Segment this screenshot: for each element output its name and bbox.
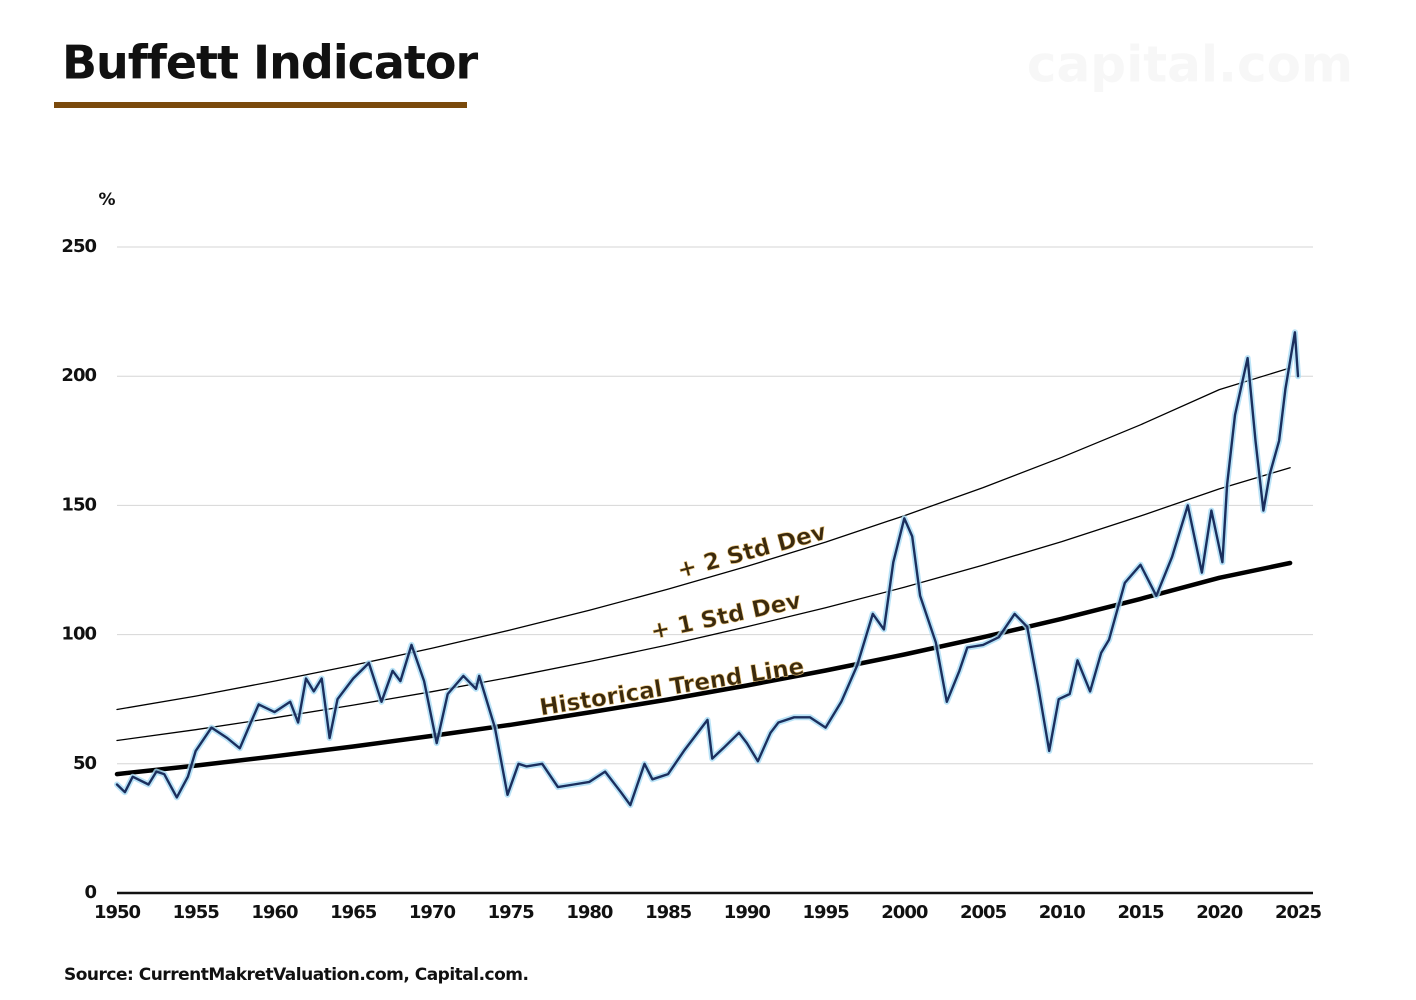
trend-line — [116, 367, 1291, 711]
x-tick-label: 1950 — [94, 902, 141, 923]
x-tick-label: 1975 — [488, 902, 535, 923]
watermark: capital.com — [1027, 36, 1353, 94]
x-tick-label: 1980 — [566, 902, 613, 923]
annotation: + 2 Std Dev — [675, 519, 830, 584]
y-tick-label: 0 — [84, 882, 96, 903]
trend-line — [116, 467, 1291, 742]
trend-line — [114, 560, 1293, 777]
y-tick-label: 250 — [61, 236, 96, 257]
y-tick-label: 50 — [73, 753, 97, 774]
title-underline — [54, 102, 467, 108]
x-tick-label: 1955 — [173, 902, 220, 923]
y-axis-label: % — [98, 190, 115, 210]
series-line — [115, 331, 1300, 807]
y-tick-label: 150 — [61, 494, 96, 515]
x-tick-label: 1970 — [409, 902, 456, 923]
y-tick-label: 100 — [61, 624, 96, 645]
x-tick-label: 2010 — [1039, 902, 1086, 923]
x-tick-label: 1985 — [645, 902, 692, 923]
x-tick-label: 2015 — [1117, 902, 1164, 923]
x-tick-label: 1995 — [803, 902, 850, 923]
annotation: + 1 Std Dev — [648, 588, 803, 645]
x-tick-label: 1990 — [724, 902, 771, 923]
x-tick-label: 2005 — [960, 902, 1007, 923]
x-tick-label: 2020 — [1196, 902, 1243, 923]
x-tick-label: 1965 — [330, 902, 377, 923]
y-tick-label: 200 — [61, 365, 96, 386]
x-tick-label: 2000 — [881, 902, 928, 923]
x-tick-label: 2025 — [1275, 902, 1322, 923]
source-note: Source: CurrentMakretValuation.com, Capi… — [64, 965, 528, 985]
chart-title: Buffett Indicator — [62, 36, 478, 90]
x-tick-label: 1960 — [251, 902, 298, 923]
